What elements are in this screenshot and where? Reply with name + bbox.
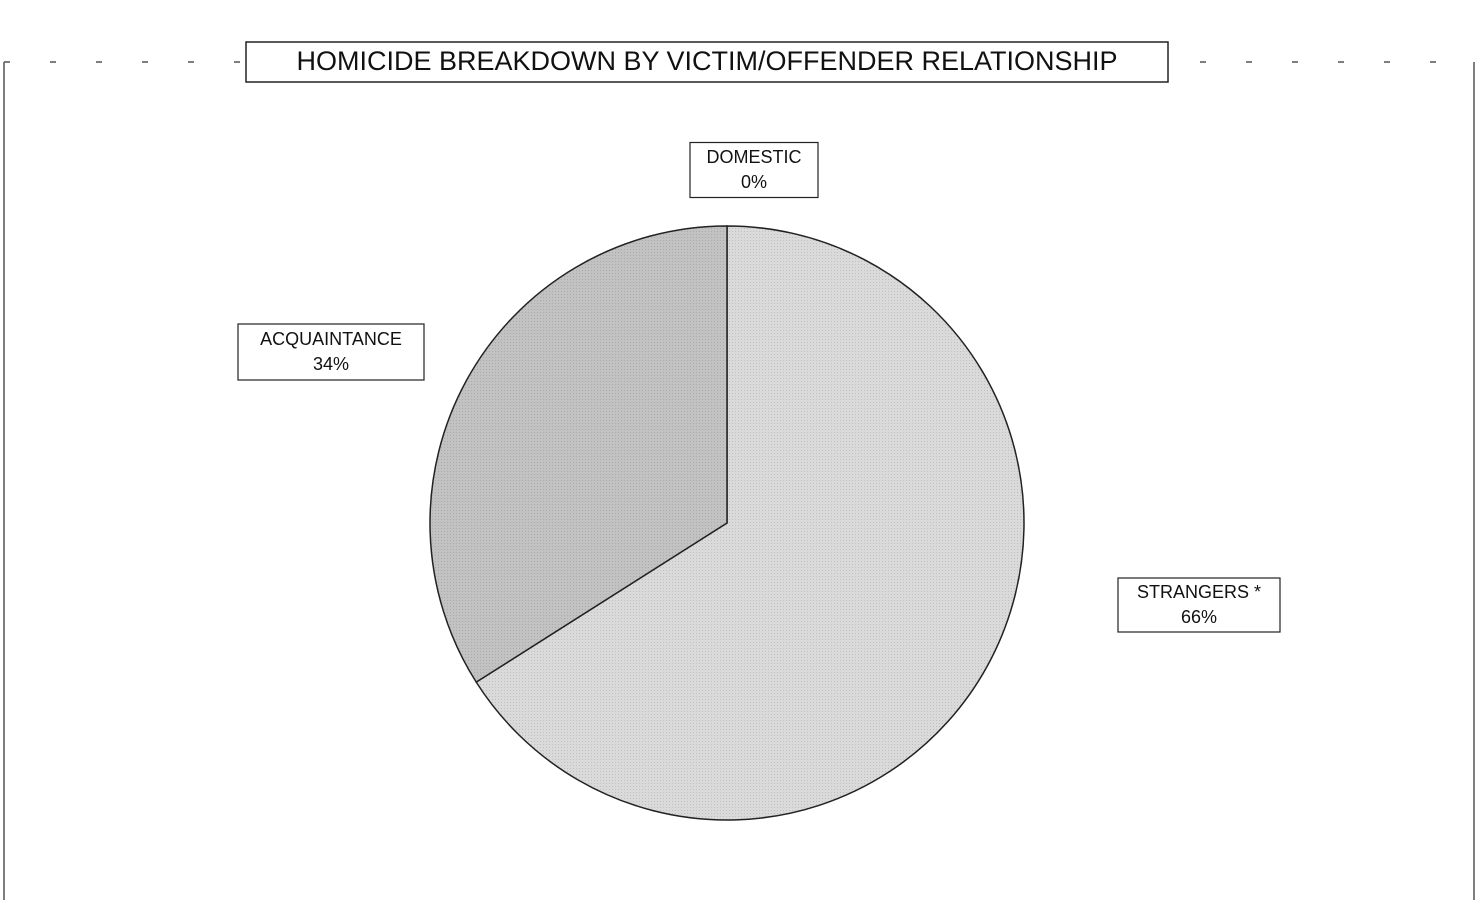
slice-value-label: 66%	[1181, 607, 1217, 627]
chart-title: HOMICIDE BREAKDOWN BY VICTIM/OFFENDER RE…	[296, 46, 1117, 76]
label-box	[1117, 577, 1281, 633]
slice-texture	[429, 225, 727, 683]
slice-label: ACQUAINTANCE	[260, 329, 402, 349]
slice-texture	[476, 226, 1024, 820]
slice-value-label: 0%	[741, 172, 767, 192]
title-box	[245, 41, 1169, 83]
label-box	[237, 323, 425, 381]
slice-label: STRANGERS *	[1137, 582, 1261, 602]
slice-label: DOMESTIC	[706, 147, 801, 167]
label-box	[689, 141, 819, 199]
slice-value-label: 34%	[313, 354, 349, 374]
